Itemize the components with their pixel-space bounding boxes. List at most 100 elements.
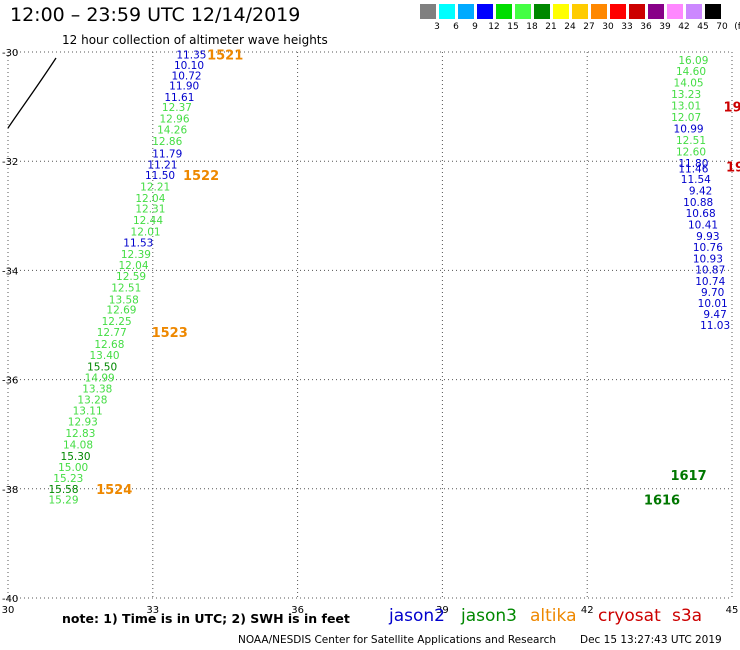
scale-swatch xyxy=(686,4,702,19)
swh-value: 12.25 xyxy=(102,316,132,328)
swh-value: 16.09 xyxy=(678,55,708,67)
swh-value: 12.37 xyxy=(162,102,192,114)
swh-value: 9.93 xyxy=(696,231,719,243)
lat-tick-label: -38 xyxy=(2,485,18,496)
swh-value: 9.70 xyxy=(701,287,724,299)
coastline xyxy=(7,57,57,129)
swh-value: 14.60 xyxy=(676,66,706,78)
scale-label: 42 xyxy=(678,22,690,32)
swh-value: 13.40 xyxy=(90,350,120,362)
swh-value: 15.58 xyxy=(48,484,78,496)
swh-value: 12.69 xyxy=(106,305,136,317)
footer-timestamp: Dec 15 13:27:43 UTC 2019 xyxy=(580,634,722,646)
legend-jason2: jason2 xyxy=(389,606,445,626)
lon-tick-label: 30 xyxy=(2,605,15,616)
swh-value: 13.01 xyxy=(671,101,701,113)
swh-value: 12.96 xyxy=(159,114,189,126)
swh-value: 12.04 xyxy=(135,193,165,205)
legend-note: note: 1) Time is in UTC; 2) SWH is in fe… xyxy=(62,611,350,626)
scale-label: 36 xyxy=(640,22,652,32)
scale-label: 15 xyxy=(507,22,519,32)
pass-number: 1522 xyxy=(183,169,219,184)
scale-swatch xyxy=(705,4,721,19)
lon-tick-label: 39 xyxy=(436,605,449,616)
scale-label: 27 xyxy=(583,22,595,32)
swh-value: 10.93 xyxy=(693,253,723,265)
swh-value: 12.21 xyxy=(140,181,170,193)
swh-value: 14.26 xyxy=(157,125,187,137)
swh-value: 14.05 xyxy=(674,78,704,90)
lat-tick-label: -32 xyxy=(2,157,18,168)
swh-value: 10.76 xyxy=(693,242,723,254)
scale-swatch xyxy=(591,4,607,19)
scale-label: 3 xyxy=(434,22,440,32)
swh-value: 11.61 xyxy=(164,92,194,104)
swh-value: 12.07 xyxy=(671,112,701,124)
swh-value: 11.35 xyxy=(176,50,206,62)
swh-value: 15.00 xyxy=(58,462,88,474)
map-subtitle: 12 hour collection of altimeter wave hei… xyxy=(62,33,328,47)
swh-value: 13.23 xyxy=(671,89,701,101)
legend-cryosat: cryosat xyxy=(598,606,661,626)
pass-number: 1524 xyxy=(96,483,132,498)
scale-swatch xyxy=(420,4,436,19)
swh-value: 10.99 xyxy=(674,123,704,135)
scale-label: 12 xyxy=(488,22,500,32)
scale-swatch xyxy=(572,4,588,19)
swh-value: 10.10 xyxy=(174,60,204,72)
scale-label: 18 xyxy=(526,22,538,32)
swh-value: 9.42 xyxy=(689,186,712,198)
scale-swatch xyxy=(629,4,645,19)
swh-value: 12.51 xyxy=(676,135,706,147)
swh-value: 14.99 xyxy=(85,372,115,384)
swh-value: 12.04 xyxy=(118,260,148,272)
scale-swatch xyxy=(610,4,626,19)
scale-label: 9 xyxy=(472,22,478,32)
scale-swatch xyxy=(534,4,550,19)
scale-swatch xyxy=(439,4,455,19)
lat-tick-label: -34 xyxy=(2,266,18,277)
swh-value: 10.41 xyxy=(688,220,718,232)
swh-value: 12.01 xyxy=(131,227,161,239)
pass-number: 1617 xyxy=(670,469,706,484)
swh-value: 15.50 xyxy=(87,361,117,373)
pass-number: 1523 xyxy=(152,326,188,341)
scale-swatch xyxy=(515,4,531,19)
swh-value: 11.21 xyxy=(147,159,177,171)
swh-value: 12.39 xyxy=(121,249,151,261)
swh-value: 9.47 xyxy=(703,309,726,321)
swh-value: 11.50 xyxy=(145,170,175,182)
swh-value: 13.38 xyxy=(82,383,112,395)
scale-label: 30 xyxy=(602,22,614,32)
swh-value: 13.11 xyxy=(73,406,103,418)
swh-value: 12.86 xyxy=(152,136,182,148)
pass-number: 1521 xyxy=(207,49,243,64)
swh-value: 15.23 xyxy=(53,473,83,485)
swh-value: 13.58 xyxy=(109,294,139,306)
pass-number: 1951 xyxy=(724,101,740,116)
swh-value: 12.59 xyxy=(116,271,146,283)
swh-value: 10.01 xyxy=(698,298,728,310)
scale-label: 24 xyxy=(564,22,576,32)
swh-value: 13.28 xyxy=(77,394,107,406)
swh-value: 12.93 xyxy=(68,417,98,429)
scale-swatch xyxy=(477,4,493,19)
swh-value: 10.68 xyxy=(686,208,716,220)
swh-value: 11.54 xyxy=(681,174,711,186)
lon-tick-label: 36 xyxy=(291,605,304,616)
scale-swatch xyxy=(667,4,683,19)
scale-swatch xyxy=(553,4,569,19)
swh-value: 11.53 xyxy=(123,238,153,250)
lon-tick-label: 33 xyxy=(146,605,159,616)
swh-value: 11.03 xyxy=(700,320,730,332)
scale-swatch xyxy=(458,4,474,19)
swh-value: 11.46 xyxy=(678,163,708,175)
swh-value: 15.29 xyxy=(48,495,78,507)
map-title: 12:00 – 23:59 UTC 12/14/2019 xyxy=(10,4,301,26)
swh-value: 15.30 xyxy=(61,451,91,463)
swh-value: 12.68 xyxy=(94,339,124,351)
scale-label: (ft) xyxy=(734,22,740,32)
swh-value: 12.51 xyxy=(111,282,141,294)
swh-value: 11.90 xyxy=(169,80,199,92)
